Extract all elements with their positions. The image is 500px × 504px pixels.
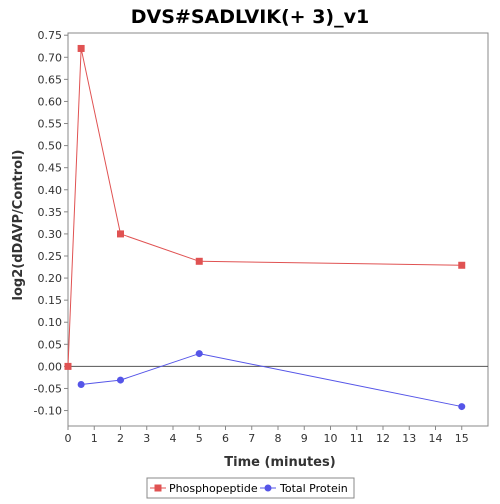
y-tick-label: 0.50 — [38, 140, 63, 153]
y-tick-label: 0.75 — [38, 29, 63, 42]
y-axis-label: log2(dDAVP/Control) — [11, 150, 26, 301]
x-tick-label: 6 — [222, 432, 229, 445]
x-tick-label: 4 — [170, 432, 177, 445]
x-tick-label: 14 — [429, 432, 443, 445]
legend-marker-phosphopeptide — [154, 484, 162, 492]
data-point-phosphopeptide — [64, 362, 72, 370]
y-tick-label: 0.15 — [38, 294, 63, 307]
x-tick-label: 1 — [91, 432, 98, 445]
legend-label-total-protein: Total Protein — [279, 482, 348, 495]
data-point-total-protein — [77, 380, 85, 388]
y-tick-label: -0.10 — [34, 405, 62, 418]
series-layer — [64, 44, 466, 411]
y-axis: -0.10 -0.05 0.00 0.05 0.10 0.15 0.20 0.25 0.30 0.… — [34, 29, 68, 418]
y-tick-label: 0.55 — [38, 118, 63, 131]
x-axis-label: Time (minutes) — [224, 455, 335, 470]
y-tick-label: 0.45 — [38, 162, 63, 175]
y-tick-label: 0.25 — [38, 250, 63, 263]
data-point-phosphopeptide — [77, 44, 85, 52]
data-point-total-protein — [117, 376, 124, 384]
x-tick-label: 2 — [117, 432, 124, 445]
data-point-total-protein — [458, 403, 466, 411]
series-line-total-protein — [81, 353, 462, 408]
y-tick-label: 0.65 — [38, 73, 63, 86]
legend: Phosphopeptide Total Protein — [146, 477, 355, 499]
y-tick-label: 0.00 — [38, 360, 63, 373]
data-point-total-protein — [195, 350, 203, 358]
x-axis: 0 1 2 3 4 5 6 7 8 9 10 11 12 13 14 15 — [65, 426, 469, 445]
y-tick-label: 0.10 — [38, 316, 63, 329]
y-tick-label: 0.35 — [38, 206, 63, 219]
y-tick-label: 0.05 — [38, 338, 63, 351]
y-tick-label: 0.20 — [38, 272, 63, 285]
x-tick-label: 11 — [350, 432, 364, 445]
x-tick-label: 0 — [65, 432, 72, 445]
legend-label-phosphopeptide: Phosphopeptide — [169, 482, 258, 495]
data-point-phosphopeptide — [117, 230, 124, 238]
y-tick-label: 0.30 — [38, 228, 63, 241]
x-tick-label: 13 — [402, 432, 416, 445]
legend-box — [146, 477, 355, 499]
x-tick-label: 8 — [275, 432, 282, 445]
x-tick-label: 15 — [455, 432, 469, 445]
data-point-phosphopeptide — [195, 257, 203, 265]
data-point-phosphopeptide — [458, 261, 466, 269]
y-tick-label: 0.40 — [38, 184, 63, 197]
y-tick-label: 0.70 — [38, 51, 63, 64]
x-tick-label: 5 — [196, 432, 203, 445]
chart-title: DVS#SADLVIK(+ 3)_v1 — [131, 6, 369, 28]
x-tick-label: 7 — [248, 432, 255, 445]
x-tick-label: 12 — [376, 432, 390, 445]
y-tick-label: -0.05 — [34, 382, 62, 395]
plot-area — [67, 32, 489, 427]
y-tick-label: 0.60 — [38, 95, 63, 108]
x-tick-label: 3 — [143, 432, 150, 445]
legend-marker-total-protein — [264, 484, 272, 492]
x-tick-label: 9 — [301, 432, 308, 445]
x-tick-label: 10 — [324, 432, 338, 445]
